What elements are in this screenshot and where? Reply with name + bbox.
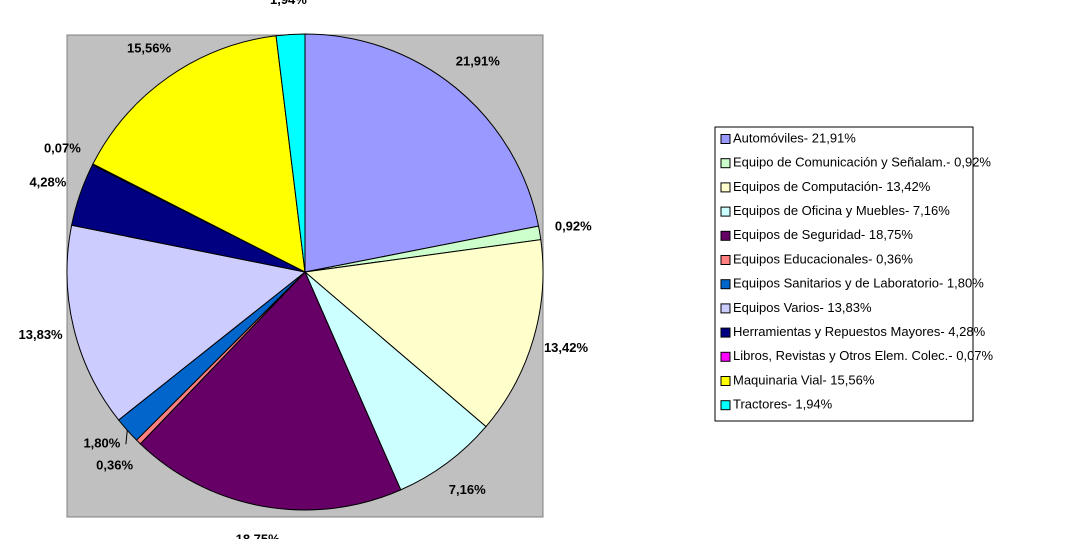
legend-label: Equipos Educacionales- 0,36% — [733, 251, 913, 266]
data-label: 0,07% — [44, 140, 81, 155]
legend-swatch — [720, 351, 731, 362]
pie-slice — [304, 33, 540, 273]
pie-slice — [92, 35, 306, 273]
data-label: 1,94% — [270, 0, 307, 7]
legend-label: Equipos de Seguridad- 18,75% — [733, 227, 913, 242]
pie-slice — [275, 33, 306, 273]
legend-label: Automóviles- 21,91% — [733, 130, 856, 145]
data-label: 15,56% — [127, 41, 172, 56]
legend-swatch — [720, 206, 731, 217]
legend-swatch — [720, 279, 731, 290]
legend-swatch — [720, 303, 731, 314]
legend-swatch — [720, 376, 731, 386]
pie-slice — [139, 271, 402, 511]
legend-swatch — [720, 134, 731, 144]
legend-label: Equipos de Oficina y Muebles- 7,16% — [733, 203, 950, 218]
data-label: 21,91% — [456, 53, 501, 68]
data-label: 4,28% — [29, 175, 66, 190]
legend-label: Equipos de Computación- 13,42% — [733, 179, 931, 194]
legend-box — [714, 126, 974, 422]
data-label: 7,16% — [449, 482, 486, 497]
legend-swatch — [720, 400, 731, 411]
leader-line — [125, 430, 128, 445]
legend-label: Maquinaria Vial- 15,56% — [733, 372, 875, 387]
legend-label: Tractores- 1,94% — [733, 397, 833, 412]
pie-slice — [304, 271, 487, 491]
data-label: 13,42% — [544, 340, 589, 355]
legend-swatch — [720, 182, 731, 193]
legend-label: Herramientas y Repuestos Mayores- 4,28% — [733, 324, 986, 339]
legend-swatch — [720, 255, 731, 265]
data-label: 1,80% — [83, 436, 120, 451]
legend-label: Equipos Sanitarios y de Laboratorio- 1,8… — [733, 276, 984, 291]
data-label: 18,75% — [236, 531, 281, 539]
data-label: 0,92% — [555, 219, 592, 234]
pie-slice — [66, 224, 307, 421]
legend-label: Equipo de Comunicación y Señalam.- 0,92% — [733, 155, 991, 170]
legend-swatch — [720, 158, 731, 169]
legend-label: Libros, Revistas y Otros Elem. Colec.- 0… — [733, 348, 994, 363]
data-label: 13,83% — [19, 327, 64, 342]
legend-swatch — [720, 230, 731, 241]
legend-label: Equipos Varios- 13,83% — [733, 300, 872, 315]
pie-slice — [303, 239, 544, 428]
legend-swatch — [720, 327, 731, 338]
data-label: 0,36% — [96, 458, 133, 473]
